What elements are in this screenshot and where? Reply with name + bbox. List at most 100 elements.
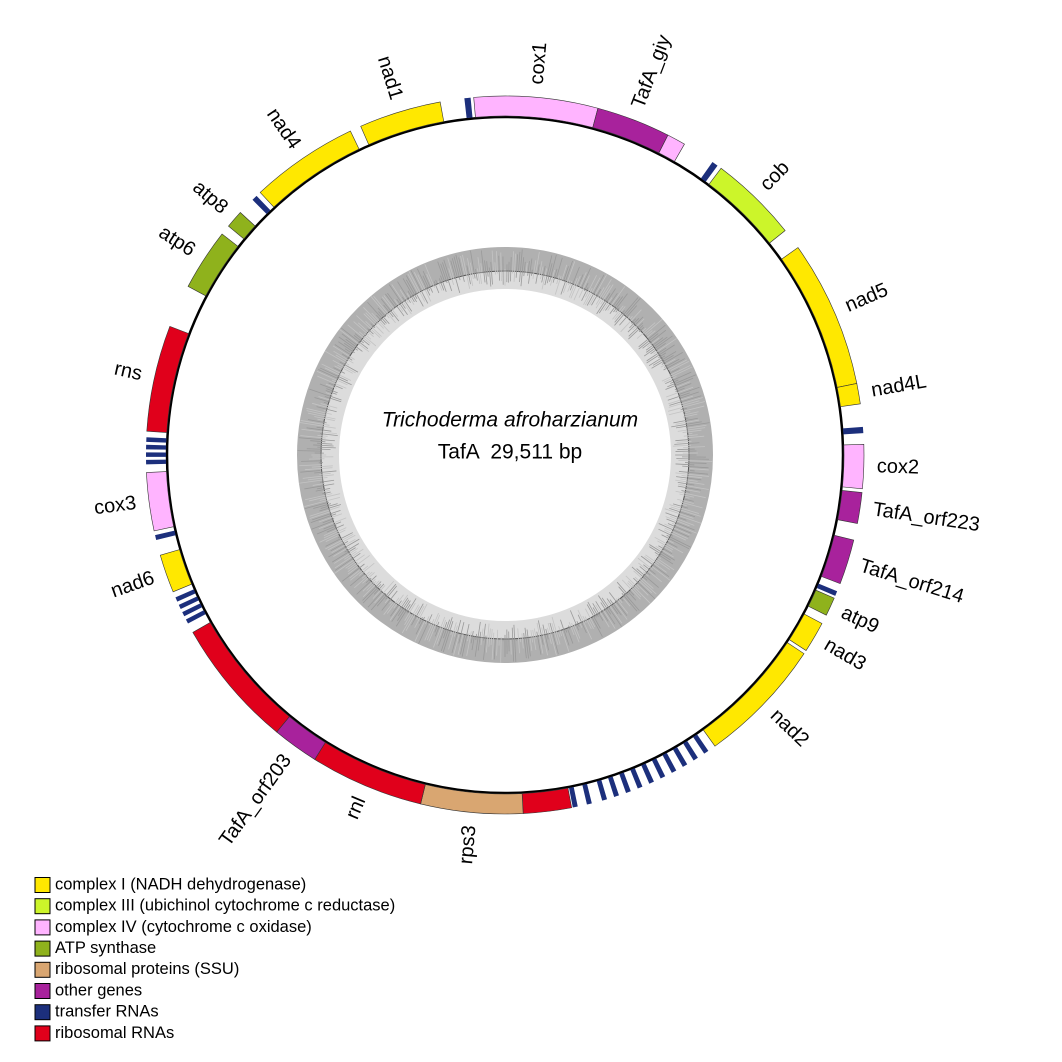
gc-spike bbox=[614, 310, 625, 323]
gc-spike bbox=[485, 623, 490, 653]
gc-spike bbox=[670, 361, 689, 371]
gc-spike bbox=[460, 255, 466, 275]
gc-spike bbox=[316, 406, 337, 413]
gc-spike bbox=[684, 488, 701, 493]
gc-spike bbox=[558, 626, 563, 637]
gc-spike bbox=[359, 331, 377, 347]
gc-spike bbox=[325, 532, 353, 547]
gc-spike bbox=[354, 571, 373, 589]
gc-spike bbox=[532, 629, 537, 650]
gc-spike bbox=[682, 429, 702, 433]
gc-spike bbox=[656, 558, 675, 571]
gc-spike bbox=[440, 617, 453, 652]
gc-spike bbox=[381, 296, 399, 317]
gc-spike bbox=[634, 576, 653, 594]
gc-spike bbox=[579, 622, 583, 628]
gc-spike bbox=[523, 633, 527, 659]
gene-segment bbox=[182, 603, 203, 617]
gc-spike bbox=[334, 344, 351, 355]
gc-spike bbox=[319, 433, 338, 437]
gc-spike bbox=[466, 631, 472, 656]
gc-spike bbox=[433, 616, 446, 648]
gc-spike bbox=[665, 371, 692, 385]
gc-spike bbox=[680, 407, 687, 411]
gc-spike bbox=[414, 620, 426, 642]
gc-spike bbox=[455, 254, 462, 275]
gc-spike bbox=[665, 516, 690, 527]
gc-spike bbox=[636, 322, 656, 339]
gc-spike bbox=[318, 396, 331, 401]
gc-spike bbox=[376, 314, 386, 326]
gc-spike bbox=[513, 624, 517, 663]
gc-spike bbox=[602, 297, 613, 311]
gc-spike bbox=[335, 354, 348, 362]
gc-spike bbox=[357, 322, 374, 338]
gc-spike bbox=[679, 493, 695, 498]
gc-spike bbox=[405, 275, 424, 307]
gene-segment bbox=[159, 549, 192, 593]
gc-spike bbox=[684, 462, 707, 464]
gc-spike bbox=[380, 298, 400, 322]
gene-label: nad4L bbox=[870, 370, 929, 401]
gene-segment bbox=[807, 589, 835, 616]
gc-spike bbox=[558, 632, 561, 638]
gc-spike bbox=[589, 274, 607, 306]
gc-spike bbox=[675, 479, 705, 485]
gc-spike bbox=[480, 263, 483, 274]
gc-spike bbox=[453, 256, 461, 281]
gc-spike bbox=[314, 416, 335, 422]
gc-spike bbox=[486, 261, 489, 277]
gc-spike bbox=[583, 282, 589, 292]
gc-spike bbox=[402, 278, 417, 303]
gc-spike bbox=[638, 324, 666, 348]
gene-segment bbox=[360, 101, 445, 145]
gc-spike bbox=[621, 593, 638, 612]
gc-spike bbox=[632, 318, 645, 331]
gc-spike bbox=[586, 604, 601, 629]
gene-label: nad6 bbox=[108, 567, 157, 602]
gc-spike bbox=[458, 622, 465, 644]
gc-spike bbox=[671, 421, 702, 428]
gene-segment bbox=[781, 247, 858, 388]
gene-segment bbox=[662, 752, 677, 773]
gc-spike bbox=[612, 296, 621, 308]
gene-segment bbox=[464, 97, 473, 119]
gc-spike bbox=[483, 623, 486, 641]
gene-segment bbox=[596, 780, 608, 801]
gene-label: nad3 bbox=[820, 634, 870, 676]
gc-spike bbox=[629, 318, 640, 329]
legend-swatch bbox=[34, 919, 51, 936]
gc-spike bbox=[337, 536, 341, 539]
gc-spike bbox=[390, 600, 402, 617]
gc-spike bbox=[560, 619, 570, 646]
gc-spike bbox=[567, 629, 574, 644]
gene-segment bbox=[821, 534, 855, 585]
gc-spike bbox=[395, 604, 411, 627]
gc-spike bbox=[529, 637, 533, 651]
gc-spike bbox=[655, 545, 674, 558]
gc-spike bbox=[567, 281, 573, 292]
gc-spike bbox=[363, 333, 372, 340]
gc-spike bbox=[467, 633, 470, 642]
gc-spike bbox=[592, 617, 603, 637]
gc-spike bbox=[657, 540, 674, 550]
gc-spike bbox=[646, 330, 656, 338]
gc-spike bbox=[562, 261, 576, 294]
gc-spike bbox=[453, 634, 460, 656]
gc-spike bbox=[607, 286, 626, 311]
gene-segment bbox=[227, 212, 256, 240]
gc-spike bbox=[442, 619, 450, 639]
gc-spike bbox=[654, 552, 674, 565]
gc-spike bbox=[619, 305, 638, 326]
gene-label: cox3 bbox=[93, 492, 138, 519]
gc-spike bbox=[595, 604, 610, 628]
gc-spike bbox=[316, 426, 324, 429]
gc-spike bbox=[386, 597, 400, 614]
gc-spike bbox=[393, 594, 404, 609]
gc-spike bbox=[658, 528, 674, 537]
genome-size: TafA 29,511 bp bbox=[438, 441, 582, 464]
gc-spike bbox=[404, 602, 416, 621]
gc-spike bbox=[309, 511, 331, 519]
gc-spike bbox=[396, 298, 408, 316]
gc-spike bbox=[306, 410, 328, 416]
